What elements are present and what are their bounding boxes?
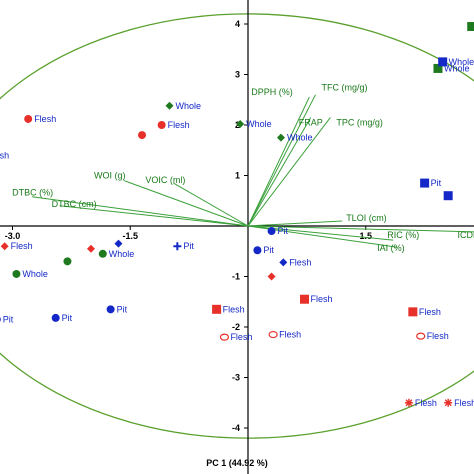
loading-label: IAI (%) bbox=[377, 243, 405, 253]
data-point bbox=[404, 398, 413, 407]
loading-label: WOI (g) bbox=[94, 171, 126, 181]
data-point bbox=[114, 239, 123, 248]
loading-label: RIC (%) bbox=[387, 230, 419, 240]
point-label: Whole bbox=[287, 133, 313, 143]
point-label: Whole bbox=[444, 63, 470, 73]
x-axis-title: PC 1 (44.92 %) bbox=[206, 458, 268, 468]
point-label: Flesh bbox=[223, 304, 245, 314]
data-point bbox=[438, 57, 448, 67]
data-point bbox=[212, 304, 222, 314]
y-tick-label: 3 bbox=[235, 70, 240, 80]
loading-label: TFC (mg/g) bbox=[322, 83, 368, 93]
loading-label: TLOI (cm) bbox=[346, 213, 387, 223]
data-point bbox=[87, 244, 95, 253]
loading-vector bbox=[247, 97, 310, 227]
data-point bbox=[408, 307, 418, 317]
x-tick-label: -3.0 bbox=[5, 231, 21, 241]
point-label: Pit bbox=[62, 313, 73, 323]
data-point bbox=[267, 272, 276, 281]
point-label: Whole bbox=[176, 101, 202, 111]
point-label: Pit bbox=[117, 304, 128, 314]
data-point bbox=[420, 178, 430, 188]
data-point bbox=[433, 63, 443, 73]
data-point bbox=[157, 121, 166, 129]
loading-vector bbox=[32, 196, 249, 227]
y-tick-label: -1 bbox=[232, 272, 240, 282]
point-label: Flesh bbox=[311, 294, 333, 304]
data-point bbox=[138, 131, 147, 140]
point-label: Flesh bbox=[0, 150, 9, 160]
data-point bbox=[63, 257, 72, 266]
point-label: Pit bbox=[278, 226, 289, 236]
data-point bbox=[0, 242, 9, 251]
point-label: Whole bbox=[449, 57, 474, 67]
point-label: Pit bbox=[263, 245, 274, 255]
data-point bbox=[98, 249, 107, 258]
data-point bbox=[106, 305, 115, 314]
point-label: Flesh bbox=[11, 241, 33, 251]
data-point bbox=[253, 246, 262, 255]
data-point bbox=[24, 114, 33, 123]
x-tick-label: 1.5 bbox=[359, 231, 372, 241]
x-tick-label: -1.5 bbox=[122, 231, 138, 241]
data-point bbox=[467, 22, 474, 32]
loading-label: DPPH (%) bbox=[251, 87, 293, 97]
data-point bbox=[165, 101, 174, 110]
loading-vector bbox=[247, 117, 312, 227]
point-label: Whole bbox=[246, 119, 272, 129]
loading-vector bbox=[123, 180, 249, 227]
data-point bbox=[51, 313, 60, 322]
data-point bbox=[416, 332, 426, 340]
data-point bbox=[444, 398, 453, 407]
data-point bbox=[12, 269, 21, 278]
loading-vector bbox=[247, 220, 343, 227]
loading-label: VOIC (ml) bbox=[145, 175, 185, 185]
data-point bbox=[267, 227, 276, 236]
data-point bbox=[276, 133, 285, 142]
loading-vector bbox=[247, 225, 474, 233]
y-tick-label: -2 bbox=[232, 322, 240, 332]
point-label: Pit bbox=[3, 314, 14, 324]
point-label: Whole bbox=[22, 269, 48, 279]
point-label: Flesh bbox=[419, 307, 441, 317]
data-point bbox=[173, 242, 182, 251]
point-label: Pit bbox=[431, 178, 442, 188]
loading-label: TPC (mg/g) bbox=[336, 117, 383, 127]
data-point bbox=[0, 317, 1, 322]
loading-vector bbox=[59, 205, 249, 227]
point-label: Flesh bbox=[230, 332, 252, 342]
point-label: Flesh bbox=[34, 114, 56, 124]
data-point bbox=[443, 191, 453, 201]
point-label: Flesh bbox=[279, 330, 301, 340]
data-point bbox=[219, 333, 230, 341]
data-point bbox=[279, 258, 288, 267]
loading-vector bbox=[247, 94, 316, 227]
loading-vector bbox=[173, 182, 249, 227]
loading-label: DTBC (cm) bbox=[52, 199, 97, 209]
data-point bbox=[300, 294, 310, 304]
point-label: Flesh bbox=[427, 331, 449, 341]
point-label: Flesh bbox=[415, 398, 437, 408]
y-tick-label: -3 bbox=[232, 373, 240, 383]
data-point bbox=[236, 119, 245, 128]
point-label: Whole bbox=[109, 249, 135, 259]
point-label: Pit bbox=[183, 241, 194, 251]
point-label: Flesh bbox=[289, 257, 311, 267]
data-point bbox=[268, 330, 278, 339]
y-tick-label: 4 bbox=[235, 19, 240, 29]
loading-label: DTBC (%) bbox=[12, 188, 53, 198]
loading-label: ICDBC (cm) bbox=[458, 230, 474, 240]
loading-label: FRAP bbox=[299, 117, 323, 127]
point-label: Flesh bbox=[168, 120, 190, 130]
y-tick-label: -4 bbox=[232, 423, 240, 433]
loading-vector bbox=[247, 117, 331, 227]
point-label: Flesh bbox=[454, 398, 474, 408]
y-tick-label: 1 bbox=[235, 171, 240, 181]
